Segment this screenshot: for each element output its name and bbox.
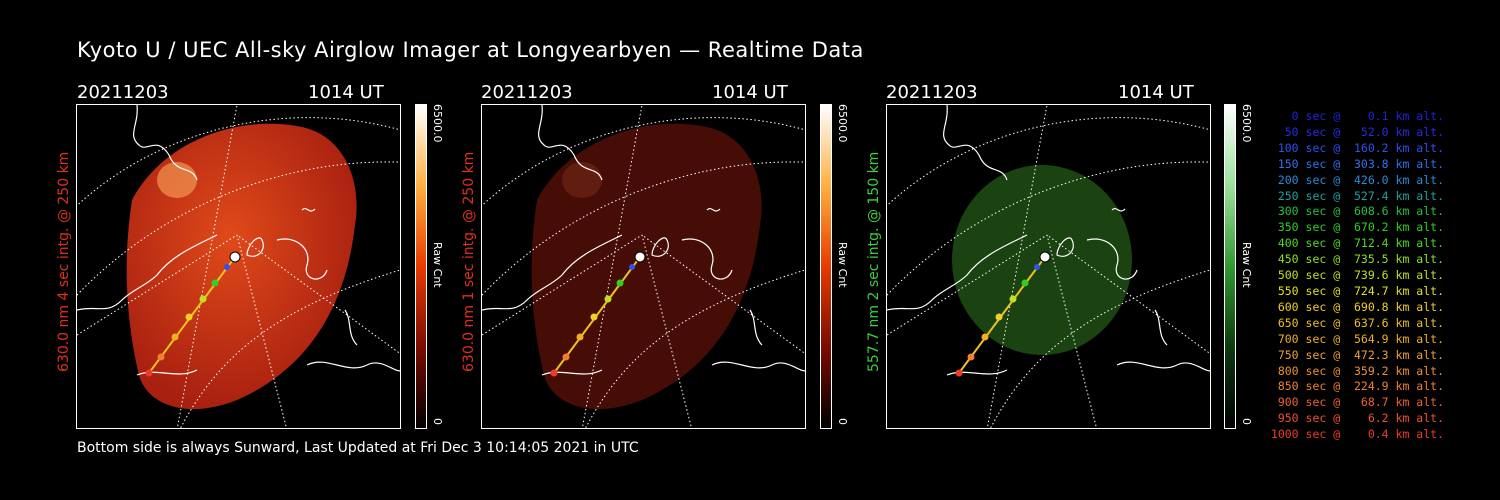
legend-item: 550 sec @ 724.7 km alt. [1270, 283, 1444, 298]
colorbar-2-min: 0 [836, 418, 849, 425]
allsky-image-panel-2 [481, 104, 806, 429]
panel-1-date: 20211203 [77, 82, 169, 103]
legend-item: 400 sec @ 712.4 km alt. [1270, 236, 1444, 251]
allsky-image-3 [887, 105, 1210, 428]
legend-item: 200 sec @ 426.0 km alt. [1270, 172, 1444, 187]
allsky-image-2 [482, 105, 805, 428]
coastlines [482, 105, 805, 376]
panel-2-ylabel: 630.0 nm 1 sec intg. @ 250 km [461, 151, 477, 372]
legend-item: 150 sec @ 303.8 km alt. [1270, 156, 1444, 171]
legend-item: 500 sec @ 739.6 km alt. [1270, 268, 1444, 283]
airglow-image-region [126, 123, 357, 410]
legend-item: 250 sec @ 527.4 km alt. [1270, 188, 1444, 203]
satellite-track [550, 251, 646, 377]
satellite-track [955, 251, 1051, 377]
panel-3-date: 20211203 [886, 82, 978, 103]
footer-status: Bottom side is always Sunward, Last Upda… [77, 440, 639, 456]
panel-1-ylabel: 630.0 nm 4 sec intg. @ 250 km [56, 151, 72, 372]
colorbar-2 [820, 104, 832, 429]
panel-3-time: 1014 UT [1118, 82, 1194, 103]
legend-item: 0 sec @ 0.1 km alt. [1270, 109, 1444, 123]
legend-item: 700 sec @ 564.9 km alt. [1270, 331, 1444, 346]
colorbar-3-unit: Raw Cnt [1240, 242, 1253, 288]
allsky-image-1 [77, 105, 400, 428]
legend-item: 1000 sec @ 0.4 km alt. [1270, 427, 1444, 442]
panel-2-date: 20211203 [481, 82, 573, 103]
grid-lines [77, 105, 400, 428]
legend-item: 750 sec @ 472.3 km alt. [1270, 347, 1444, 362]
legend-item: 450 sec @ 735.5 km alt. [1270, 252, 1444, 267]
grid-lines [482, 105, 805, 428]
coastlines [887, 105, 1210, 376]
legend-item: 350 sec @ 670.2 km alt. [1270, 220, 1444, 235]
allsky-image-panel-1 [76, 104, 401, 429]
panel-2-time: 1014 UT [712, 82, 788, 103]
colorbar-1-unit: Raw Cnt [431, 242, 444, 288]
colorbar-1-max: 6500.0 [431, 104, 444, 143]
satellite-track [145, 251, 241, 377]
panel-1-time: 1014 UT [308, 82, 384, 103]
page-title: Kyoto U / UEC All-sky Airglow Imager at … [77, 38, 864, 62]
allsky-image-panel-3 [886, 104, 1211, 429]
panel-3-ylabel: 557.7 nm 2 sec intg. @ 150 km [866, 151, 882, 372]
grid-lines [887, 105, 1210, 428]
legend-item: 850 sec @ 224.9 km alt. [1270, 379, 1444, 394]
legend-item: 50 sec @ 52.0 km alt. [1270, 124, 1444, 139]
coastlines [77, 105, 400, 376]
airglow-image-region [531, 123, 762, 410]
colorbar-3-max: 6500.0 [1240, 104, 1253, 143]
colorbar-2-max: 6500.0 [836, 104, 849, 143]
colorbar-2-unit: Raw Cnt [836, 242, 849, 288]
colorbar-1 [415, 104, 427, 429]
colorbar-1-min: 0 [431, 418, 444, 425]
legend-item: 900 sec @ 68.7 km alt. [1270, 395, 1444, 410]
legend-item: 300 sec @ 608.6 km alt. [1270, 204, 1444, 219]
legend-item: 650 sec @ 637.6 km alt. [1270, 315, 1444, 330]
legend-item: 100 sec @ 160.2 km alt. [1270, 140, 1444, 155]
time-altitude-legend: 0 sec @ 0.1 km alt. 50 sec @ 52.0 km alt… [1262, 109, 1444, 443]
colorbar-3-min: 0 [1240, 418, 1253, 425]
colorbar-3 [1224, 104, 1236, 429]
legend-item: 950 sec @ 6.2 km alt. [1270, 411, 1444, 426]
bright-auroral-patch [157, 162, 197, 198]
legend-item: 800 sec @ 359.2 km alt. [1270, 363, 1444, 378]
bright-auroral-patch [562, 162, 602, 198]
legend-item: 600 sec @ 690.8 km alt. [1270, 299, 1444, 314]
